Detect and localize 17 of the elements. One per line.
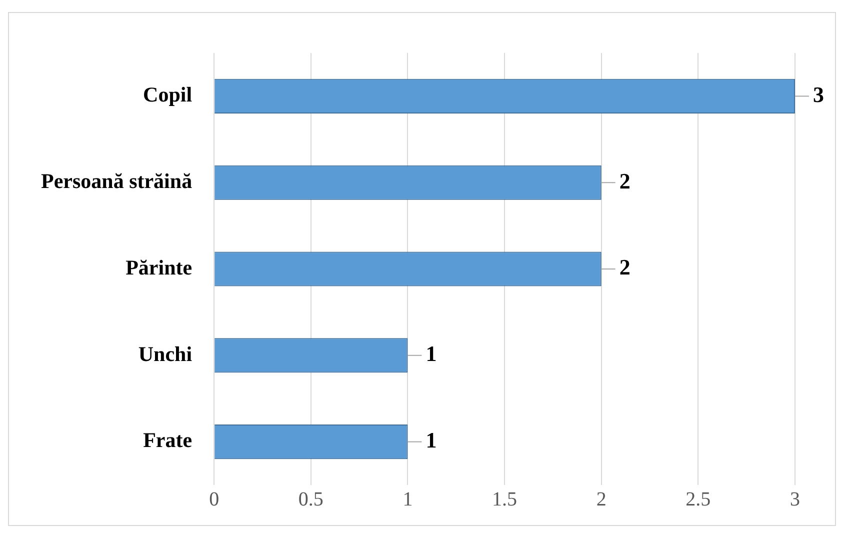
data-label: 1	[426, 341, 437, 366]
x-tick-label: 3	[790, 488, 800, 510]
data-label: 2	[619, 168, 630, 194]
y-tick-label: Persoană străină	[40, 169, 193, 194]
x-tick-label: 2.5	[686, 488, 711, 510]
x-tick-label: 2	[596, 488, 606, 510]
y-tick-label: Frate	[143, 428, 192, 452]
data-label: 2	[619, 254, 630, 280]
x-tick-label: 1.5	[492, 488, 518, 510]
y-tick-label: Unchi	[138, 342, 192, 366]
x-tick-label: 0	[209, 488, 220, 510]
x-tick-label: 0.5	[298, 488, 324, 510]
y-tick-label: Părinte	[126, 255, 192, 280]
y-tick-label: Copil	[143, 82, 192, 107]
data-label: 3	[813, 82, 824, 107]
x-tick-label: 1	[402, 488, 413, 510]
data-label: 1	[426, 427, 437, 452]
